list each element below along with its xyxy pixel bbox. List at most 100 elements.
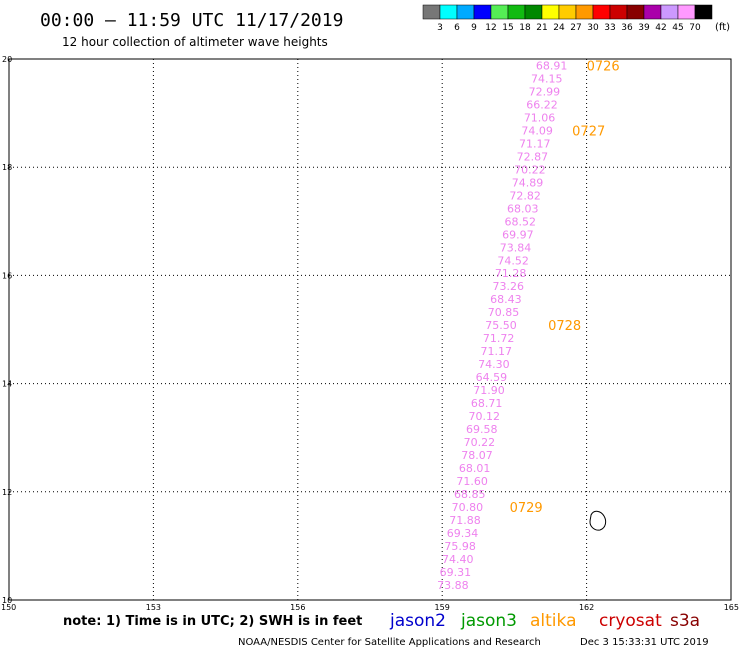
color-legend-label: 39: [638, 23, 650, 33]
color-legend-label: 12: [485, 23, 496, 33]
plot-frame: [8, 58, 732, 601]
color-legend-unit: (ft): [715, 22, 730, 33]
color-legend-label: 45: [672, 23, 683, 33]
wave-height-label: 68.43: [490, 293, 522, 306]
wave-height-label: 71.90: [473, 384, 505, 397]
time-labels: 0726 0727 0728 0729: [510, 59, 620, 515]
satellite-altika: altika: [530, 611, 577, 631]
satellite-jason2: jason2: [389, 611, 446, 631]
wave-height-label: 68.85: [454, 488, 486, 501]
color-legend-label: 3: [437, 23, 443, 33]
wave-height-label: 71.17: [480, 345, 512, 358]
time-label: 0728: [548, 319, 581, 334]
wave-height-label: 71.28: [495, 267, 527, 280]
color-swatch: [609, 4, 628, 20]
satellite-legend: jason2 jason3 altika cryosat s3a: [389, 611, 700, 631]
wave-height-label: 71.06: [524, 111, 556, 124]
chart-subtitle: 12 hour collection of altimeter wave hei…: [62, 35, 328, 49]
wave-height-label: 70.12: [468, 410, 500, 423]
color-swatch: [592, 4, 611, 20]
color-legend-label: 33: [604, 23, 615, 33]
color-swatch: [643, 4, 662, 20]
color-swatch: [575, 4, 594, 20]
wave-height-label: 74.52: [497, 254, 529, 267]
color-legend-label: 6: [454, 23, 460, 33]
time-label: 0727: [572, 124, 605, 139]
wave-height-label: 70.22: [514, 163, 546, 176]
color-swatch: [473, 4, 492, 20]
wave-height-label: 70.80: [452, 501, 484, 514]
wave-height-label: 69.34: [447, 527, 479, 540]
wave-height-points: 68.9174.1572.9966.2271.0674.0971.1772.87…: [437, 59, 567, 591]
y-tick-label: 14: [2, 380, 12, 389]
wave-height-label: 73.26: [493, 280, 525, 293]
x-tick-label: 153: [146, 603, 161, 612]
wave-height-label: 69.31: [440, 566, 472, 579]
chart-title: 00:00 – 11:59 UTC 11/17/2019: [40, 10, 343, 31]
island-outline: [589, 510, 607, 531]
wave-height-label: 72.82: [509, 189, 541, 202]
footer-credit: NOAA/NESDIS Center for Satellite Applica…: [238, 637, 541, 648]
color-swatch: [439, 4, 458, 20]
y-tick-label: 16: [2, 271, 12, 280]
y-tick-label: 20: [2, 55, 12, 64]
y-tick-label: 18: [2, 163, 12, 172]
time-label: 0729: [510, 501, 543, 516]
wave-height-label: 70.22: [464, 436, 496, 449]
wave-height-label: 74.15: [531, 72, 563, 85]
time-label: 0726: [587, 59, 620, 74]
color-swatch: [558, 4, 577, 20]
color-legend-label: 15: [502, 23, 513, 33]
color-legend-label: 21: [536, 23, 547, 33]
grid-lines: [9, 59, 731, 600]
color-legend-label: 30: [587, 23, 599, 33]
wave-height-label: 69.58: [466, 423, 498, 436]
x-tick-label: 156: [290, 603, 305, 612]
y-tick-label: 10: [2, 596, 12, 605]
color-swatch: [456, 4, 475, 20]
wave-height-label: 71.72: [483, 332, 515, 345]
color-swatch: [626, 4, 645, 20]
wave-height-label: 74.89: [512, 176, 544, 189]
color-legend-label: 36: [621, 23, 633, 33]
wave-height-label: 64.59: [476, 371, 508, 384]
wave-height-label: 74.40: [442, 553, 474, 566]
x-tick-label: 159: [435, 603, 450, 612]
satellite-cryosat: cryosat: [599, 611, 662, 631]
wave-height-label: 72.87: [517, 150, 549, 163]
wave-height-label: 68.03: [507, 202, 539, 215]
color-swatch: [541, 4, 560, 20]
wave-height-label: 68.01: [459, 462, 491, 475]
x-tick-label: 150: [1, 603, 16, 612]
color-swatch: [694, 4, 713, 20]
footer-timestamp: Dec 3 15:33:31 UTC 2019: [580, 637, 709, 648]
color-swatch: [507, 4, 526, 20]
color-swatch: [524, 4, 543, 20]
wave-height-label: 75.50: [485, 319, 517, 332]
color-legend-label: 18: [519, 23, 531, 33]
wave-height-label: 74.30: [478, 358, 510, 371]
color-swatch: [422, 4, 441, 20]
wave-height-label: 70.85: [488, 306, 520, 319]
color-legend-label: 24: [553, 23, 565, 33]
satellite-jason3: jason3: [460, 611, 517, 631]
wave-height-label: 74.09: [521, 124, 553, 137]
x-tick-label: 165: [724, 603, 739, 612]
wave-height-label: 71.88: [449, 514, 481, 527]
color-legend-label: 42: [655, 23, 666, 33]
wave-height-label: 73.88: [437, 579, 469, 592]
wave-height-label: 68.52: [505, 215, 537, 228]
x-tick-label: 162: [579, 603, 594, 612]
footer-note: note: 1) Time is in UTC; 2) SWH is in fe…: [63, 614, 362, 629]
y-tick-label: 12: [2, 488, 12, 497]
color-legend: 3 6 9 12 15 18 21 24 27 30 33 36 39 42 45 70: [422, 4, 713, 33]
wave-height-label: 78.07: [461, 449, 493, 462]
wave-height-label: 75.98: [444, 540, 476, 553]
color-swatch: [490, 4, 509, 20]
wave-height-label: 66.22: [526, 98, 558, 111]
color-legend-label: 27: [570, 23, 581, 33]
wave-height-label: 69.97: [502, 228, 534, 241]
wave-height-label: 68.91: [536, 59, 568, 72]
axis-ticks: 150 153 156 159 162 165 10 12 14 16 18 20: [1, 55, 739, 612]
